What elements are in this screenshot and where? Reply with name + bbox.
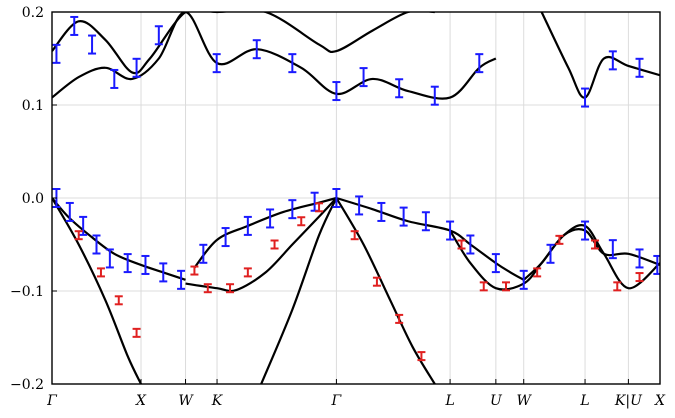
blue-errorbar: [88, 34, 97, 55]
band-curve: [185, 197, 338, 293]
blue-errorbar: [177, 269, 186, 290]
blue-errorbar: [70, 15, 79, 36]
red-errorbar: [501, 281, 510, 292]
blue-errorbar: [79, 215, 88, 236]
x-tick-label: X: [654, 393, 666, 409]
y-tick-label: 0.0: [22, 191, 44, 207]
red-errorbar: [479, 281, 488, 292]
blue-errorbar: [421, 211, 430, 232]
band-curve: [540, 12, 660, 99]
red-errorbar: [270, 239, 279, 250]
blue-errorbar: [608, 239, 617, 260]
blue-errorbar: [52, 43, 61, 64]
blue-errorbar: [159, 262, 168, 283]
blue-errorbar: [395, 78, 404, 99]
blue-errorbar: [446, 220, 455, 241]
blue-errorbar: [359, 67, 368, 88]
y-tick-label: 0.1: [22, 98, 44, 114]
blue-errorbar: [399, 206, 408, 227]
red-errorbar: [203, 283, 212, 294]
x-tick-label: L: [579, 393, 589, 409]
x-tick-label: U: [490, 393, 503, 409]
red-errorbar: [417, 351, 426, 362]
band-curve: [193, 196, 337, 269]
blue-errorbar: [519, 269, 528, 290]
blue-errorbar: [288, 53, 297, 74]
band-curve: [52, 12, 435, 75]
blue-errorbar: [355, 195, 364, 216]
blue-errorbar: [546, 243, 555, 264]
red-errorbar: [372, 276, 381, 287]
red-errorbar: [190, 265, 199, 276]
x-tick-label: L: [444, 393, 454, 409]
red-errorbar: [591, 239, 600, 250]
x-tick-label: W: [178, 393, 194, 409]
red-errorbar: [457, 239, 466, 250]
blue-errorbar: [92, 234, 101, 255]
blue-errorbar: [332, 188, 341, 208]
blue-errorbar: [332, 81, 341, 102]
band-curve: [52, 197, 143, 384]
y-tick-label: 0.2: [22, 5, 44, 21]
chart-errorbars: [52, 15, 660, 362]
blue-errorbar: [221, 227, 230, 248]
blue-errorbar: [123, 253, 132, 274]
blue-errorbar: [199, 243, 208, 264]
blue-errorbar: [466, 234, 475, 255]
y-axis-ticks: −0.2 −0.1 0.0 0.1 0.2: [10, 5, 57, 393]
blue-errorbar: [377, 201, 386, 222]
blue-errorbar: [581, 220, 590, 241]
blue-errorbar: [430, 85, 439, 106]
x-tick-label: Γ: [331, 393, 343, 409]
red-errorbar: [315, 202, 324, 213]
blue-errorbar: [154, 25, 163, 46]
red-errorbar: [243, 267, 252, 278]
red-errorbar: [395, 313, 404, 324]
blue-errorbar: [65, 201, 74, 222]
band-curve: [52, 197, 186, 281]
blue-errorbar: [310, 191, 319, 212]
red-errorbar: [297, 216, 306, 227]
blue-errorbar: [141, 254, 150, 275]
blue-errorbar: [475, 53, 484, 74]
red-errorbar: [613, 281, 622, 292]
blue-errorbar: [252, 39, 261, 60]
blue-errorbar: [288, 199, 297, 220]
blue-errorbar: [581, 87, 590, 108]
x-tick-label: W: [517, 393, 533, 409]
red-errorbar: [132, 327, 141, 338]
x-tick-label: K: [211, 393, 224, 409]
red-errorbar: [635, 272, 644, 283]
y-tick-label: −0.2: [10, 377, 44, 393]
band-curve: [260, 197, 338, 384]
x-axis-ticks: Γ X W K Γ L U W L K|U X: [46, 379, 666, 409]
red-errorbar: [555, 234, 564, 245]
blue-errorbar: [491, 253, 500, 274]
red-errorbar: [96, 267, 105, 278]
blue-errorbar: [132, 57, 141, 78]
blue-errorbar: [105, 248, 114, 269]
blue-errorbar: [110, 68, 119, 89]
blue-errorbar: [608, 50, 617, 71]
red-errorbar: [350, 230, 359, 241]
x-tick-label: K|U: [614, 393, 643, 409]
x-tick-label: Γ: [46, 393, 58, 409]
blue-errorbar: [266, 208, 275, 229]
x-tick-label: X: [135, 393, 147, 409]
blue-errorbar: [243, 215, 252, 236]
blue-errorbar: [635, 57, 644, 78]
red-errorbar: [226, 283, 235, 294]
blue-errorbar: [212, 53, 221, 74]
blue-errorbar: [635, 248, 644, 269]
red-errorbar: [114, 295, 123, 306]
y-tick-label: −0.1: [10, 284, 44, 300]
band-curve: [336, 196, 525, 281]
red-errorbar: [74, 230, 83, 241]
red-errorbar: [533, 267, 542, 278]
